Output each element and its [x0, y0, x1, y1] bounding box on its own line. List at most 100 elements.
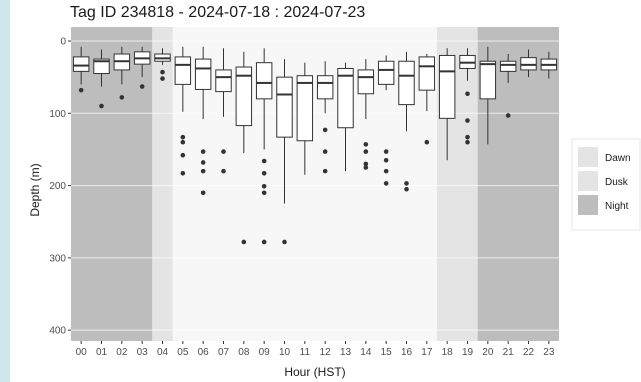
outlier-point	[180, 152, 186, 158]
outlier-point	[261, 170, 267, 176]
legend-label-dusk: Dusk	[605, 177, 629, 188]
y-tick-label: 300	[49, 253, 66, 264]
box-body	[520, 57, 537, 71]
box-body	[438, 54, 456, 119]
outlier-point	[160, 69, 165, 75]
outlier-point	[424, 139, 430, 145]
x-tick-label: 03	[137, 347, 149, 358]
outlier-point	[180, 139, 186, 145]
period-bands	[71, 27, 559, 341]
legend-key-dawn	[578, 147, 598, 167]
box-hour-15	[377, 55, 395, 186]
outlier-point	[139, 84, 145, 89]
outlier-point	[322, 168, 328, 174]
box-body	[215, 69, 232, 93]
y-tick-label: 200	[49, 181, 66, 192]
chart-title: Tag ID 234818 - 2024-07-18 : 2024-07-23	[70, 4, 366, 21]
box-hour-04	[154, 48, 171, 81]
box-hour-07	[215, 48, 232, 174]
y-tick-label: 0	[60, 37, 66, 48]
box-hour-05	[174, 46, 192, 176]
box-series	[72, 46, 558, 245]
box-body	[316, 75, 334, 100]
y-tick-label: 400	[49, 326, 66, 337]
outlier-point	[200, 190, 206, 196]
outlier-point	[404, 181, 409, 186]
box-hour-14	[357, 59, 375, 170]
outlier-point	[383, 149, 389, 154]
box-hour-16	[398, 51, 415, 192]
outlier-point	[363, 161, 369, 167]
outlier-point	[160, 76, 165, 81]
box-body	[194, 58, 212, 90]
box-hour-17	[418, 54, 436, 145]
legend-label-night: Night	[605, 201, 629, 212]
x-tick-label: 09	[259, 347, 271, 358]
outlier-point	[261, 158, 267, 164]
gridlines	[71, 40, 559, 331]
x-tick-label: 06	[198, 347, 210, 358]
x-tick-label: 23	[543, 347, 555, 358]
x-axis-title: Hour (HST)	[284, 365, 345, 379]
x-tick-label: 16	[401, 347, 413, 358]
x-tick-label: 18	[442, 347, 454, 358]
x-tick-label: 22	[523, 347, 535, 358]
outlier-point	[383, 181, 389, 186]
outlier-point	[261, 190, 267, 196]
y-axis: 0 100 200 300 400	[49, 37, 71, 337]
outlier-point	[99, 103, 104, 109]
outlier-point	[404, 186, 409, 192]
box-hour-22	[520, 49, 537, 78]
outlier-point	[505, 113, 511, 118]
left-edge-strip	[0, 0, 10, 382]
box-hour-20	[479, 46, 497, 145]
x-tick-label: 13	[340, 347, 352, 358]
outlier-point	[200, 160, 206, 165]
box-hour-19	[459, 48, 476, 145]
box-hour-11	[296, 62, 314, 175]
legend-key-night	[578, 195, 598, 215]
box-hour-03	[133, 46, 151, 89]
x-tick-label: 07	[218, 347, 230, 358]
outlier-point	[282, 239, 287, 245]
outlier-point	[322, 149, 328, 154]
box-body	[357, 69, 375, 95]
box-body	[479, 60, 497, 100]
legend: Dawn Dusk Night	[571, 138, 641, 231]
box-hour-08	[235, 51, 253, 245]
outlier-point	[200, 149, 206, 154]
box-body	[93, 58, 110, 75]
outlier-point	[119, 95, 125, 100]
box-body	[276, 76, 293, 138]
y-tick-label: 100	[49, 109, 66, 120]
period-band-night	[71, 27, 153, 341]
outlier-point	[180, 170, 186, 176]
box-body	[377, 60, 395, 85]
outlier-point	[200, 168, 206, 174]
outlier-point	[78, 87, 84, 93]
box-hour-01	[93, 49, 110, 109]
box-body	[296, 75, 314, 142]
outlier-point	[383, 168, 389, 174]
outlier-point	[363, 142, 369, 147]
x-tick-label: 04	[157, 347, 169, 358]
outlier-point	[465, 139, 470, 145]
x-tick-label: 01	[96, 347, 108, 358]
x-tick-label: 15	[381, 347, 393, 358]
outlier-point	[363, 149, 369, 154]
outlier-point	[241, 239, 247, 245]
box-hour-10	[276, 59, 293, 245]
outlier-point	[221, 149, 226, 154]
outlier-point	[261, 184, 267, 189]
box-body	[337, 67, 354, 129]
outlier-point	[180, 134, 186, 140]
box-body	[235, 66, 253, 127]
x-tick-label: 19	[462, 347, 474, 358]
outlier-point	[221, 168, 226, 174]
box-body	[418, 56, 436, 91]
x-tick-label: 21	[503, 347, 515, 358]
box-hour-06	[194, 46, 212, 196]
box-body	[499, 60, 517, 72]
outlier-point	[261, 239, 267, 245]
